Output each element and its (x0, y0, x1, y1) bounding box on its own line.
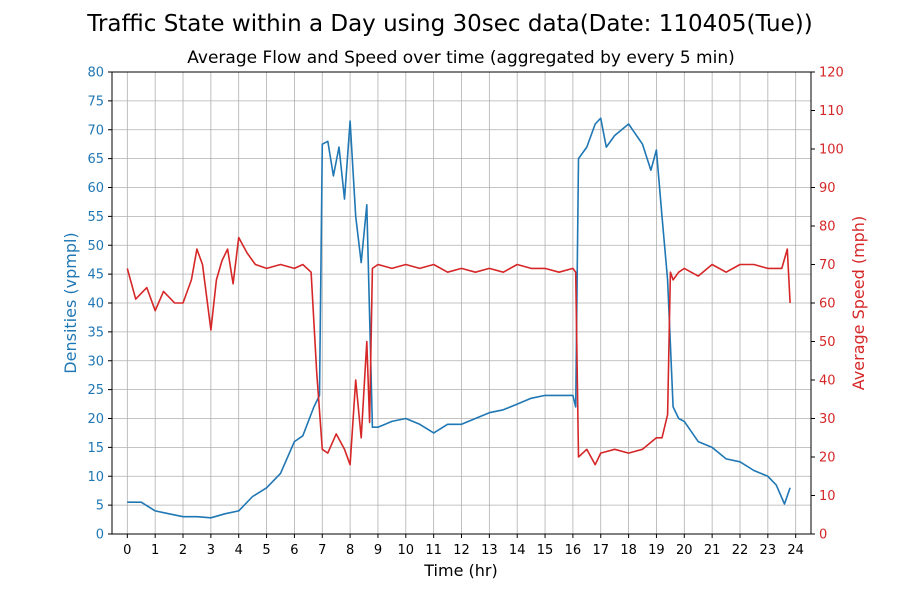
x-tick-label: 13 (481, 543, 498, 558)
y-axis-right-label: Average Speed (mph) (849, 216, 868, 390)
y-right-tick-label: 90 (819, 181, 836, 196)
y-left-tick-label: 45 (87, 268, 104, 283)
y-right-tick-label: 120 (819, 66, 844, 81)
x-tick-label: 2 (179, 543, 187, 558)
y-left-tick-label: 50 (87, 239, 104, 254)
y-right-tick-label: 40 (819, 374, 836, 389)
y-right-tick-label: 0 (819, 528, 827, 543)
y-left-tick-label: 35 (87, 325, 104, 340)
y-left-tick-label: 40 (87, 297, 104, 312)
x-tick-label: 15 (537, 543, 554, 558)
y-right-tick-label: 70 (819, 258, 836, 273)
x-tick-label: 19 (648, 543, 665, 558)
x-axis-label: Time (hr) (423, 561, 497, 580)
x-tick-label: 5 (262, 543, 270, 558)
y-left-tick-label: 30 (87, 354, 104, 369)
x-tick-label: 14 (509, 543, 526, 558)
x-tick-label: 7 (318, 543, 326, 558)
x-tick-label: 24 (787, 543, 804, 558)
x-tick-label: 22 (732, 543, 749, 558)
y-right-tick-label: 50 (819, 335, 836, 350)
y-left-tick-label: 15 (87, 441, 104, 456)
series-lines (126, 117, 791, 519)
chart-subtitle: Average Flow and Speed over time (aggreg… (187, 48, 734, 68)
x-tick-label: 8 (346, 543, 354, 558)
x-tick-label: 4 (235, 543, 243, 558)
axis-ticks: 0 1 2 3 4 5 6 7 8 9 10 11 12 13 14 15 16 17 18 19 20 21 22 23 24… (87, 66, 843, 559)
x-tick-label: 3 (207, 543, 215, 558)
chart-title: Traffic State within a Day using 30sec d… (86, 11, 812, 37)
density-series-line (127, 117, 791, 519)
y-right-tick-label: 10 (819, 489, 836, 504)
y-right-tick-label: 20 (819, 451, 836, 466)
grid-lines (112, 71, 811, 535)
y-left-tick-label: 65 (87, 152, 104, 167)
x-tick-label: 6 (290, 543, 298, 558)
y-left-tick-label: 80 (87, 66, 104, 81)
y-right-tick-label: 80 (819, 220, 836, 235)
x-tick-label: 16 (565, 543, 582, 558)
y-axis-left-label: Densities (vpmpl) (61, 232, 80, 373)
y-left-tick-label: 5 (96, 499, 104, 514)
x-tick-label: 1 (151, 543, 159, 558)
y-right-tick-label: 100 (819, 143, 844, 158)
x-tick-label: 12 (453, 543, 470, 558)
x-tick-label: 10 (398, 543, 415, 558)
x-tick-label: 9 (374, 543, 382, 558)
y-left-tick-label: 55 (87, 210, 104, 225)
y-right-tick-label: 110 (819, 104, 844, 119)
x-tick-label: 17 (592, 543, 609, 558)
x-tick-label: 11 (425, 543, 442, 558)
x-tick-label: 21 (704, 543, 721, 558)
y-left-tick-label: 0 (96, 528, 104, 543)
y-left-tick-label: 75 (87, 94, 104, 109)
y-left-tick-label: 25 (87, 383, 104, 398)
x-tick-label: 20 (676, 543, 693, 558)
y-left-tick-label: 70 (87, 123, 104, 138)
x-tick-label: 0 (123, 543, 131, 558)
y-right-tick-label: 60 (819, 297, 836, 312)
x-tick-label: 23 (760, 543, 777, 558)
y-left-tick-label: 60 (87, 181, 104, 196)
y-left-tick-label: 10 (87, 470, 104, 485)
y-right-tick-label: 30 (819, 412, 836, 427)
y-left-tick-label: 20 (87, 412, 104, 427)
speed-series-line (126, 236, 791, 466)
x-tick-label: 18 (620, 543, 637, 558)
